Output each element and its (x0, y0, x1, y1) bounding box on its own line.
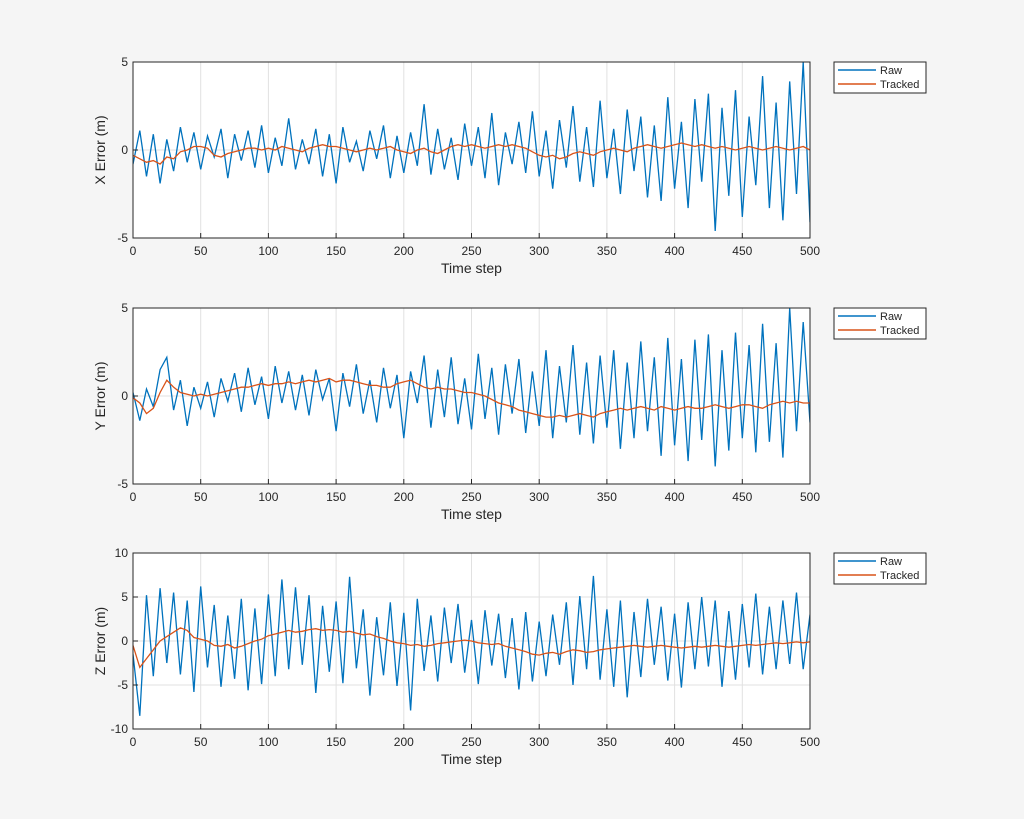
x-x-axis-label: Time step (441, 260, 502, 276)
x-x-tick-label: 400 (665, 244, 685, 258)
y-x-tick-label: 400 (665, 490, 685, 504)
y-x-tick-label: 100 (258, 490, 278, 504)
z-x-tick-label: 150 (326, 735, 346, 749)
y-y-axis-label: Y Error (m) (92, 362, 108, 431)
z-legend: Raw Tracked (833, 552, 927, 585)
z-legend-label-raw: Raw (880, 556, 902, 568)
x-legend-label-tracked: Tracked (880, 79, 919, 91)
x-x-tick-label: 50 (194, 244, 208, 258)
y-x-tick-label: 0 (130, 490, 137, 504)
y-x-tick-label: 500 (800, 490, 820, 504)
x-x-tick-label: 450 (732, 244, 752, 258)
z-x-tick-label: 100 (258, 735, 278, 749)
x-x-tick-label: 250 (461, 244, 481, 258)
z-x-tick-label: 400 (665, 735, 685, 749)
y-x-tick-label: 200 (394, 490, 414, 504)
y-legend-box (833, 307, 927, 340)
z-y-tick-label: -5 (117, 678, 128, 692)
z-x-tick-label: 300 (529, 735, 549, 749)
x-y-tick-label: 5 (121, 55, 128, 69)
z-y-axis-label: Z Error (m) (92, 607, 108, 675)
y-x-tick-label: 450 (732, 490, 752, 504)
x-legend: Raw Tracked (833, 61, 927, 94)
y-x-tick-label: 150 (326, 490, 346, 504)
z-legend-label-tracked: Tracked (880, 570, 919, 582)
y-series-raw (133, 308, 810, 467)
x-y-tick-label: -5 (117, 231, 128, 245)
z-y-tick-label: 0 (121, 634, 128, 648)
z-y-tick-label: -10 (111, 722, 129, 736)
x-x-tick-label: 300 (529, 244, 549, 258)
z-x-tick-label: 350 (597, 735, 617, 749)
z-y-tick-label: 5 (121, 590, 128, 604)
x-series-tracked (133, 142, 810, 165)
x-x-tick-label: 150 (326, 244, 346, 258)
x-x-tick-label: 0 (130, 244, 137, 258)
x-y-tick-label: 0 (121, 143, 128, 157)
x-legend-box (833, 61, 927, 94)
y-legend-label-tracked: Tracked (880, 325, 919, 337)
y-x-tick-label: 300 (529, 490, 549, 504)
z-x-axis-label: Time step (441, 751, 502, 767)
y-legend-label-raw: Raw (880, 311, 902, 323)
y-y-tick-label: -5 (117, 477, 128, 491)
x-x-tick-label: 100 (258, 244, 278, 258)
z-x-tick-label: 50 (194, 735, 208, 749)
z-x-tick-label: 250 (461, 735, 481, 749)
y-x-axis-label: Time step (441, 506, 502, 522)
y-series-tracked (133, 377, 810, 418)
z-x-tick-label: 0 (130, 735, 137, 749)
z-series-tracked (133, 627, 810, 669)
z-legend-box (833, 552, 927, 585)
x-legend-label-raw: Raw (880, 65, 902, 77)
y-y-tick-label: 5 (121, 301, 128, 315)
z-x-tick-label: 200 (394, 735, 414, 749)
z-series-raw (133, 575, 810, 716)
y-x-tick-label: 250 (461, 490, 481, 504)
y-legend: Raw Tracked (833, 307, 927, 340)
x-x-tick-label: 200 (394, 244, 414, 258)
z-x-tick-label: 500 (800, 735, 820, 749)
x-y-axis-label: X Error (m) (92, 115, 108, 184)
x-x-tick-label: 500 (800, 244, 820, 258)
x-series-raw (133, 62, 810, 232)
y-x-tick-label: 50 (194, 490, 208, 504)
y-x-tick-label: 350 (597, 490, 617, 504)
z-x-tick-label: 450 (732, 735, 752, 749)
z-y-tick-label: 10 (115, 546, 129, 560)
z-error-panel: 0 50 100 150 200 250 300 350 400 450 500 -10 -5 0 5 10 T… (92, 546, 927, 767)
y-y-tick-label: 0 (121, 389, 128, 403)
x-x-tick-label: 350 (597, 244, 617, 258)
